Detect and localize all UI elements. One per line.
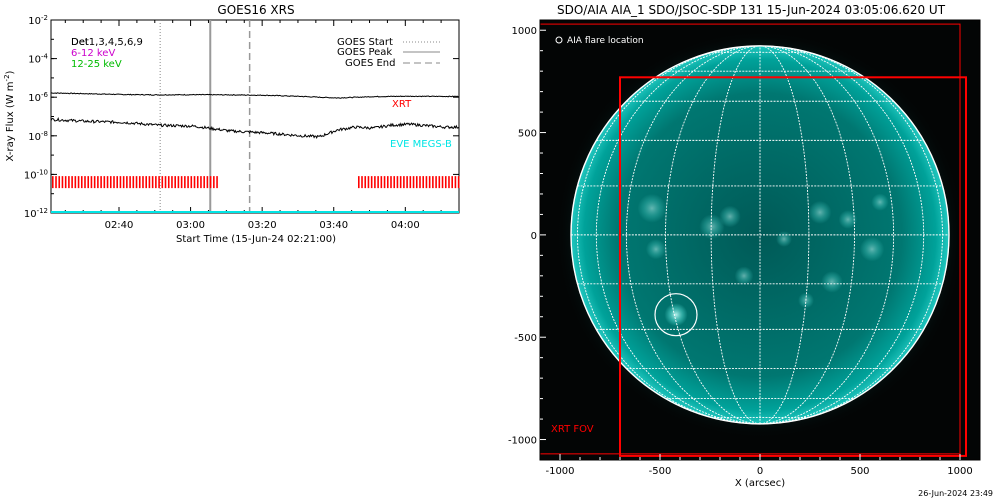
active-region	[637, 193, 667, 223]
aia-image-content	[540, 23, 967, 457]
aia-xtick-label: -500	[649, 466, 672, 477]
xrt-coverage-label: XRT	[392, 99, 412, 110]
aia-outer-box	[540, 23, 961, 455]
active-region	[821, 271, 843, 293]
active-region	[838, 210, 858, 229]
active-region	[719, 205, 741, 228]
aia-xlabel: X (arcsec)	[735, 478, 785, 489]
aia-xtick-label: 1000	[947, 466, 972, 477]
goes-xtick-label: 02:40	[105, 220, 134, 231]
detector-label-a: Det	[71, 37, 89, 48]
flare-legend-label: AIA flare location	[567, 36, 644, 46]
goes-ylabel: X-ray Flux (W m-2)	[3, 70, 16, 161]
active-region	[859, 236, 885, 262]
xrt-fov-label: XRT FOV	[551, 424, 594, 435]
goes-ytick-label: 10-6	[28, 91, 48, 104]
grid-meridian	[595, 45, 761, 425]
aia-panel: SDO/AIA AIA_1 SDO/JSOC-SDP 131 15-Jun-20…	[508, 3, 981, 489]
goes-plot-content: 10-2 10-4 10-6 10-8 10-10 10-12 02:40 03:00 03:2…	[24, 14, 460, 231]
goes-xtick-label: 03:00	[176, 220, 205, 231]
aia-ytick-label: -1000	[508, 436, 537, 447]
aia-xtick-label: -1000	[545, 466, 574, 477]
aia-ytick-label: -500	[514, 333, 537, 344]
goes-ytick-label: 10-4	[28, 53, 48, 66]
flare-brightening	[664, 303, 688, 327]
goes-title: GOES16 XRS	[217, 3, 294, 17]
active-region	[808, 200, 832, 224]
aia-axes: -1000 -500 0 500 1000 1000 500 0 -500 -1000	[508, 26, 973, 477]
aia-ytick-label: 500	[518, 129, 537, 140]
xrt-fov-box	[619, 76, 967, 457]
legend-goes-peak: GOES Peak	[337, 47, 392, 58]
active-region	[645, 239, 667, 260]
footer-date: 26-Jun-2024 23:49	[918, 489, 993, 498]
goes-xtick-label: 03:40	[319, 220, 348, 231]
goes-series-lower	[50, 117, 460, 139]
aia-title: SDO/AIA AIA_1 SDO/JSOC-SDP 131 15-Jun-20…	[557, 3, 946, 17]
grid-meridian	[710, 45, 761, 425]
goes-panel: GOES16 XRS 10-2 10-4 10-6 10-8 10-10 10-12 02:…	[3, 3, 460, 245]
flare-legend-circle-icon	[555, 36, 563, 44]
goes-ytick-label: 10-8	[28, 130, 48, 143]
active-region	[734, 266, 754, 286]
solar-limb	[570, 45, 950, 425]
flare-location-circle	[654, 293, 698, 337]
legend-goes-end: GOES End	[345, 58, 395, 69]
goes-series-upper	[50, 92, 459, 99]
aia-ytick-label: 1000	[512, 26, 537, 37]
goes-ytick-label: 10-2	[28, 14, 48, 27]
aia-ytick-label: 0	[531, 231, 537, 242]
goes-legend: GOES Start GOES Peak GOES End	[337, 37, 440, 69]
goes-xtick-label: 03:20	[248, 220, 277, 231]
aia-xtick-label: 500	[850, 466, 869, 477]
active-region	[699, 214, 725, 240]
detector-label-b: Det1,3,4,5,6,9	[71, 37, 143, 48]
goes-xlabel: Start Time (15-Jun-24 02:21:00)	[176, 234, 336, 245]
channel-12-25-label: 12-25 keV	[71, 59, 122, 70]
channel-6-12-label: 6-12 keV	[71, 48, 115, 59]
goes-ytick-label: 10-12	[24, 207, 48, 220]
legend-goes-start: GOES Start	[337, 37, 393, 48]
active-region	[776, 231, 792, 247]
goes-ytick-label: 10-10	[24, 168, 48, 181]
aia-xtick-label: 0	[757, 466, 763, 477]
active-region	[871, 193, 889, 211]
flare-legend: AIA flare location	[555, 36, 644, 46]
goes-xtick-label: 04:00	[391, 220, 420, 231]
eve-megs-b-label: EVE MEGS-B	[390, 139, 452, 150]
